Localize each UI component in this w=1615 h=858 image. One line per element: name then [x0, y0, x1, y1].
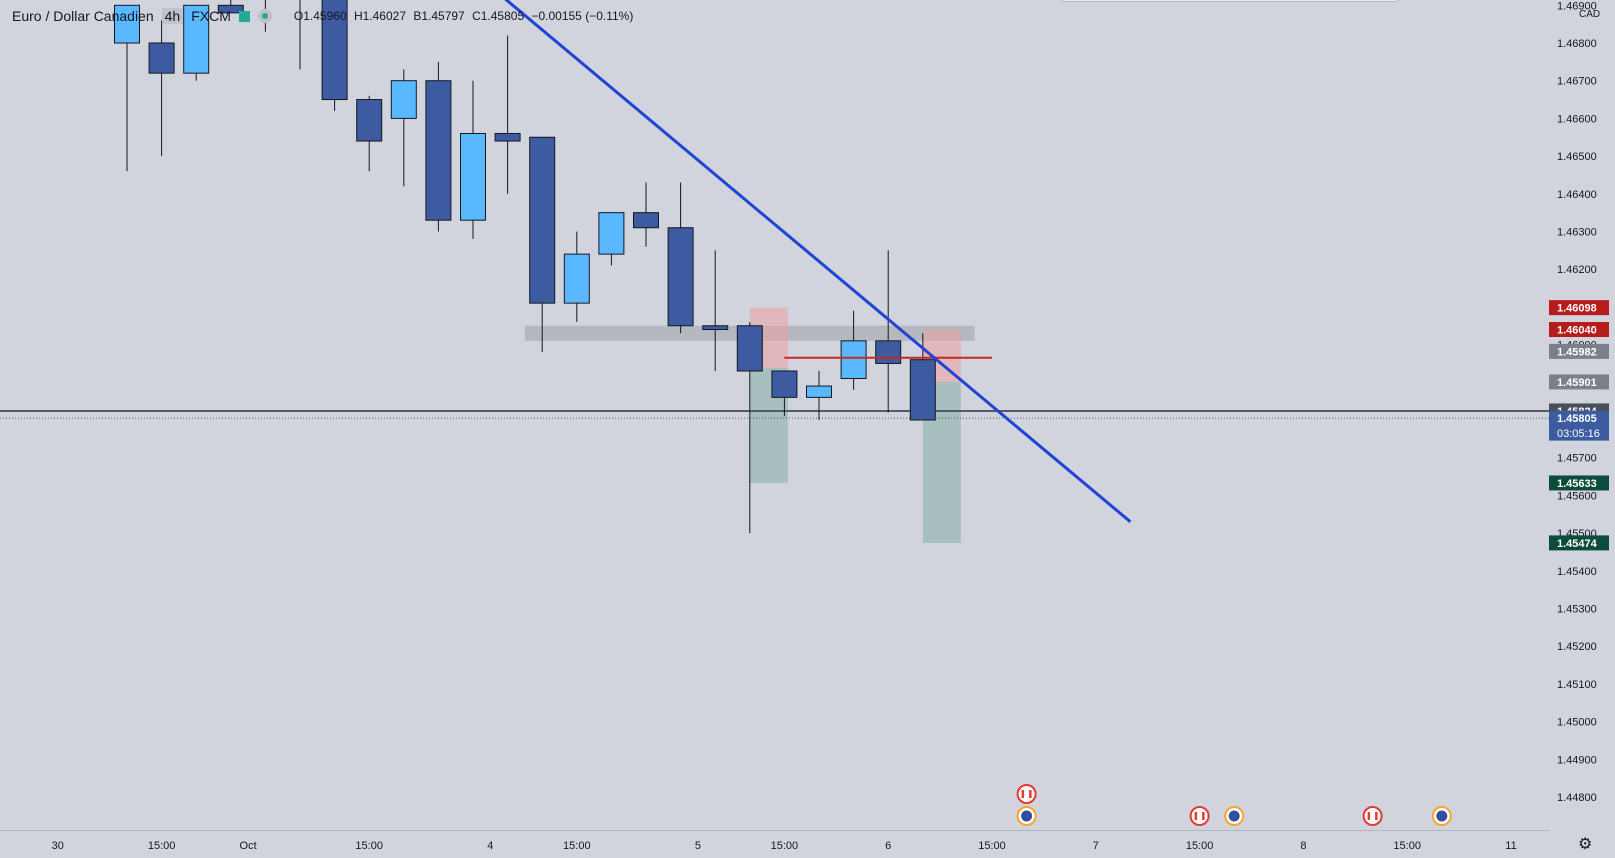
chart-legend: Euro / Dollar Canadien 4h FXCM O1.45960 … — [12, 8, 637, 24]
bear-candle — [529, 136, 556, 304]
high-value: H1.46027 — [353, 9, 406, 23]
price-tick-label: 1.45400 — [1557, 566, 1597, 578]
bear-candle — [633, 212, 659, 229]
ohlc-values: O1.45960 H1.46027 B1.45797 C1.45805 −0.0… — [294, 9, 637, 23]
price-tick-label: 1.44900 — [1557, 754, 1597, 766]
change-value: −0.00155 (−0.11%) — [531, 9, 634, 23]
time-tick-label: 15:00 — [1393, 840, 1421, 852]
price-tick-label: 1.45700 — [1557, 453, 1597, 465]
time-tick-label: 7 — [1093, 840, 1099, 852]
bull-candle — [390, 80, 417, 119]
price-label-box — [1549, 322, 1609, 338]
time-tick-label: Oct — [240, 840, 257, 852]
open-value: O1.45960 — [293, 9, 347, 23]
bull-candle — [460, 132, 486, 221]
price-label-box — [1549, 475, 1609, 491]
price-label: 1.46040 — [1557, 325, 1597, 337]
timeframe-label[interactable]: 4h — [161, 8, 184, 24]
time-tick-label: 4 — [487, 840, 493, 852]
status-dot-icon — [257, 9, 272, 23]
bull-candle — [840, 340, 867, 380]
price-tick-label: 1.44800 — [1557, 792, 1597, 804]
time-axis[interactable]: 30 15:00 Oct 15:00 4 15:00 5 15:00 6 15:00 7 15:00 8… — [0, 830, 1549, 858]
bear-candle — [494, 132, 521, 142]
bear-candle — [148, 42, 175, 74]
price-label: 1.45901 — [1557, 377, 1597, 389]
bear-candle — [425, 80, 452, 221]
price-tick-label: 1.46200 — [1557, 264, 1597, 276]
countdown-label: 03:05:16 — [1557, 428, 1600, 440]
time-tick-label: 15:00 — [355, 840, 383, 852]
bear-candle — [356, 99, 383, 142]
time-tick-label: 15:00 — [563, 840, 591, 852]
low-value: B1.45797 — [413, 9, 465, 23]
time-tick-label: 11 — [1505, 840, 1516, 852]
bull-candle — [563, 253, 590, 304]
market-open-icon — [238, 10, 250, 22]
price-label: 1.45633 — [1557, 478, 1597, 490]
bear-candle — [702, 325, 729, 331]
bull-candle — [806, 385, 832, 398]
currency-unit-label: CAD — [1579, 9, 1600, 20]
bull-candle — [183, 4, 210, 74]
price-tick-label: 1.46700 — [1557, 76, 1597, 88]
time-tick-label: 5 — [695, 840, 701, 852]
canada-flag-center — [1197, 812, 1203, 820]
price-label-box — [1549, 300, 1609, 316]
price-tick-label: 1.46600 — [1557, 113, 1597, 125]
bear-candle — [736, 325, 763, 372]
price-tick-label: 1.45600 — [1557, 490, 1597, 502]
price-label-box — [1549, 343, 1609, 359]
price-tick-label: 1.45300 — [1557, 604, 1597, 616]
price-label: 1.45982 — [1557, 346, 1597, 358]
price-label: 1.46098 — [1557, 303, 1597, 315]
time-tick-label: 15:00 — [148, 840, 176, 852]
bear-candle — [771, 370, 798, 398]
price-tick-label: 1.45000 — [1557, 717, 1597, 729]
bear-candle — [909, 359, 936, 421]
price-label-box — [1549, 374, 1609, 390]
time-tick-label: 30 — [52, 840, 64, 852]
bull-candle — [598, 212, 625, 255]
time-tick-label: 15:00 — [978, 840, 1006, 852]
canada-flag-center — [1370, 812, 1376, 820]
bear-candle — [217, 4, 244, 14]
top-panel-edge — [1060, 0, 1400, 2]
price-label-box — [1549, 410, 1609, 441]
bear-candle — [667, 227, 694, 327]
price-axis[interactable]: 1.46900 1.46800 1.46700 1.46600 1.46500 1.464… — [1549, 0, 1615, 830]
price-axis-labels: 1.46900 1.46800 1.46700 1.46600 1.46500 1.464… — [1549, 0, 1609, 804]
plot-area — [0, 0, 1549, 543]
trendline — [504, 0, 1132, 523]
source-label: FXCM — [191, 8, 231, 24]
price-tick-label: 1.46900 — [1557, 0, 1597, 12]
price-label: 1.45805 — [1557, 413, 1597, 425]
time-axis-labels: 30 15:00 Oct 15:00 4 15:00 5 15:00 6 15:00 7 15:00 8… — [52, 840, 1517, 852]
canada-flag-center — [1024, 790, 1030, 798]
bear-candle — [875, 340, 902, 364]
symbol-name[interactable]: Euro / Dollar Canadien — [12, 8, 154, 24]
settings-gear-icon[interactable]: ⚙ — [1578, 836, 1593, 853]
time-tick-label: 15:00 — [771, 840, 799, 852]
close-value: C1.45805 — [472, 9, 525, 23]
time-tick-label: 8 — [1300, 840, 1306, 852]
price-tick-label: 1.45200 — [1557, 641, 1597, 653]
price-tick-label: 1.46400 — [1557, 189, 1597, 201]
eu-flag-icon — [1021, 810, 1033, 822]
bear-candle — [321, 0, 348, 101]
time-tick-label: 15:00 — [1186, 840, 1214, 852]
price-tick-label: 1.46800 — [1557, 38, 1597, 50]
price-label-box — [1549, 535, 1609, 551]
time-tick-label: 6 — [885, 840, 891, 852]
price-tick-label: 1.46300 — [1557, 227, 1597, 239]
eu-flag-icon — [1228, 810, 1240, 822]
eu-flag-icon — [1436, 810, 1448, 822]
price-label: 1.45474 — [1557, 538, 1598, 550]
bull-candle — [114, 4, 140, 44]
price-tick-label: 1.45100 — [1557, 679, 1597, 691]
price-tick-label: 1.46500 — [1557, 151, 1597, 163]
